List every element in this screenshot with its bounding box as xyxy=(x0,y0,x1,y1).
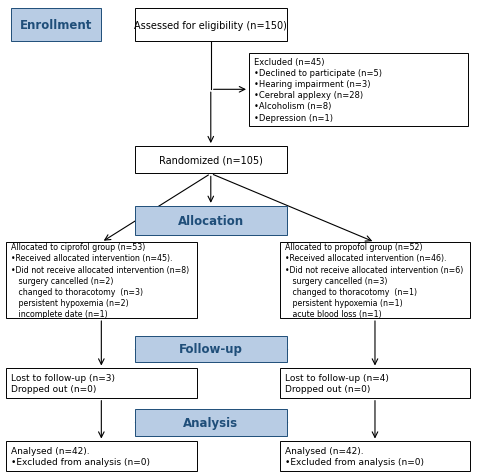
FancyBboxPatch shape xyxy=(6,243,196,318)
FancyBboxPatch shape xyxy=(280,441,470,471)
Text: Allocated to propofol group (n=52)
•Received allocated intervention (n=46).
•Did: Allocated to propofol group (n=52) •Rece… xyxy=(284,243,463,318)
FancyBboxPatch shape xyxy=(249,53,468,127)
Text: Allocation: Allocation xyxy=(178,215,244,228)
FancyBboxPatch shape xyxy=(134,147,287,174)
FancyBboxPatch shape xyxy=(134,10,287,41)
Text: Lost to follow-up (n=3)
Dropped out (n=0): Lost to follow-up (n=3) Dropped out (n=0… xyxy=(11,373,115,393)
FancyBboxPatch shape xyxy=(6,368,196,398)
Text: Lost to follow-up (n=4)
Dropped out (n=0): Lost to follow-up (n=4) Dropped out (n=0… xyxy=(284,373,389,393)
FancyBboxPatch shape xyxy=(280,243,470,318)
FancyBboxPatch shape xyxy=(134,336,287,362)
FancyBboxPatch shape xyxy=(280,368,470,398)
Text: Analysis: Analysis xyxy=(183,416,238,429)
Text: Enrollment: Enrollment xyxy=(20,19,92,32)
Text: Analysed (n=42).
•Excluded from analysis (n=0): Analysed (n=42). •Excluded from analysis… xyxy=(11,446,150,466)
Text: Follow-up: Follow-up xyxy=(179,343,242,356)
Text: Allocated to ciprofol group (n=53)
•Received allocated intervention (n=45).
•Did: Allocated to ciprofol group (n=53) •Rece… xyxy=(11,243,189,318)
Text: Excluded (n=45)
•Declined to participate (n=5)
•Hearing impairment (n=3)
•Cerebr: Excluded (n=45) •Declined to participate… xyxy=(254,58,382,122)
FancyBboxPatch shape xyxy=(6,441,196,471)
Text: Randomized (n=105): Randomized (n=105) xyxy=(159,155,262,165)
FancyBboxPatch shape xyxy=(134,206,287,236)
Text: Assessed for eligibility (n=150): Assessed for eligibility (n=150) xyxy=(134,20,287,30)
Text: Analysed (n=42).
•Excluded from analysis (n=0): Analysed (n=42). •Excluded from analysis… xyxy=(284,446,424,466)
FancyBboxPatch shape xyxy=(134,409,287,436)
FancyBboxPatch shape xyxy=(11,10,102,41)
